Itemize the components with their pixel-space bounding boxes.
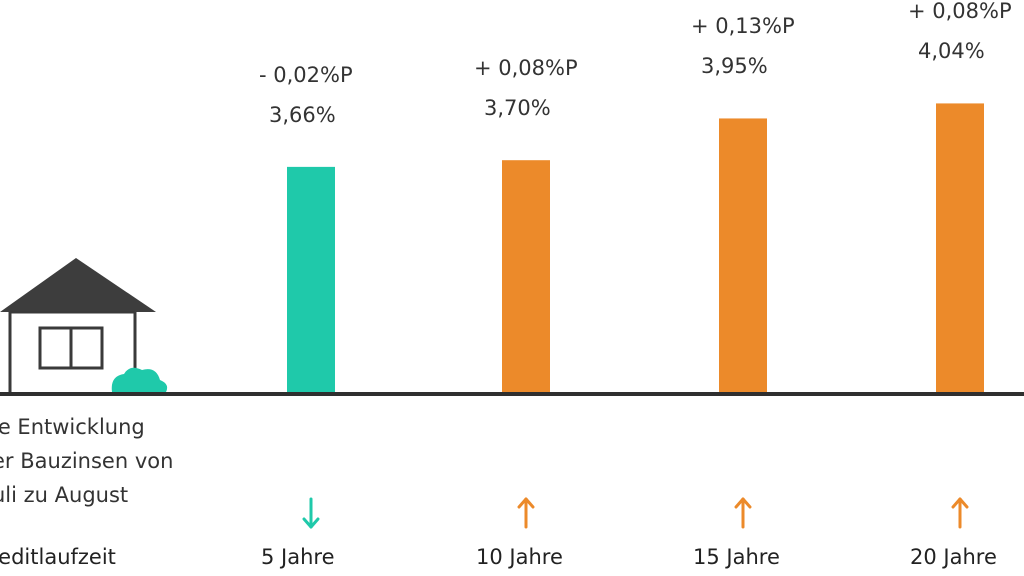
arrow-down-icon bbox=[302, 497, 320, 529]
bush-icon bbox=[111, 367, 168, 392]
caption-line-3: uli zu August bbox=[0, 483, 129, 507]
house-icon bbox=[0, 258, 156, 392]
arrow-head bbox=[734, 497, 752, 509]
category-label-20y: 20 Jahre bbox=[910, 545, 997, 569]
chart-caption: ie Entwicklung er Bauzinsen von uli zu A… bbox=[0, 410, 222, 512]
x-axis-title: reditlaufzeit bbox=[0, 545, 116, 569]
caption-line-2: er Bauzinsen von bbox=[0, 449, 174, 473]
value-label-5y: 3,66% bbox=[269, 102, 336, 127]
arrow-up-icon bbox=[734, 497, 752, 529]
value-label-15y: 3,95% bbox=[701, 54, 768, 79]
category-label-15y: 15 Jahre bbox=[693, 545, 780, 569]
value-label-10y: 3,70% bbox=[484, 96, 551, 121]
caption-line-1: ie Entwicklung bbox=[0, 415, 145, 439]
arrow-head bbox=[951, 497, 969, 509]
bar-10-jahre bbox=[502, 160, 550, 394]
arrow-head bbox=[517, 497, 535, 509]
arrow-head bbox=[302, 517, 320, 529]
change-label-20y: + 0,08%P bbox=[908, 0, 1012, 24]
arrow-up-icon bbox=[517, 497, 535, 529]
arrow-up-icon bbox=[951, 497, 969, 529]
value-label-20y: 4,04% bbox=[918, 39, 985, 64]
bar-15-jahre bbox=[719, 118, 767, 394]
change-label-15y: + 0,13%P bbox=[691, 14, 795, 39]
bars-layer bbox=[287, 103, 984, 395]
category-label-5y: 5 Jahre bbox=[261, 545, 335, 569]
category-label-10y: 10 Jahre bbox=[476, 545, 563, 569]
change-label-10y: + 0,08%P bbox=[474, 56, 578, 81]
bar-5-jahre bbox=[287, 166, 335, 394]
house-roof bbox=[0, 258, 156, 312]
bar-20-jahre bbox=[936, 103, 984, 395]
change-label-5y: - 0,02%P bbox=[259, 62, 353, 87]
